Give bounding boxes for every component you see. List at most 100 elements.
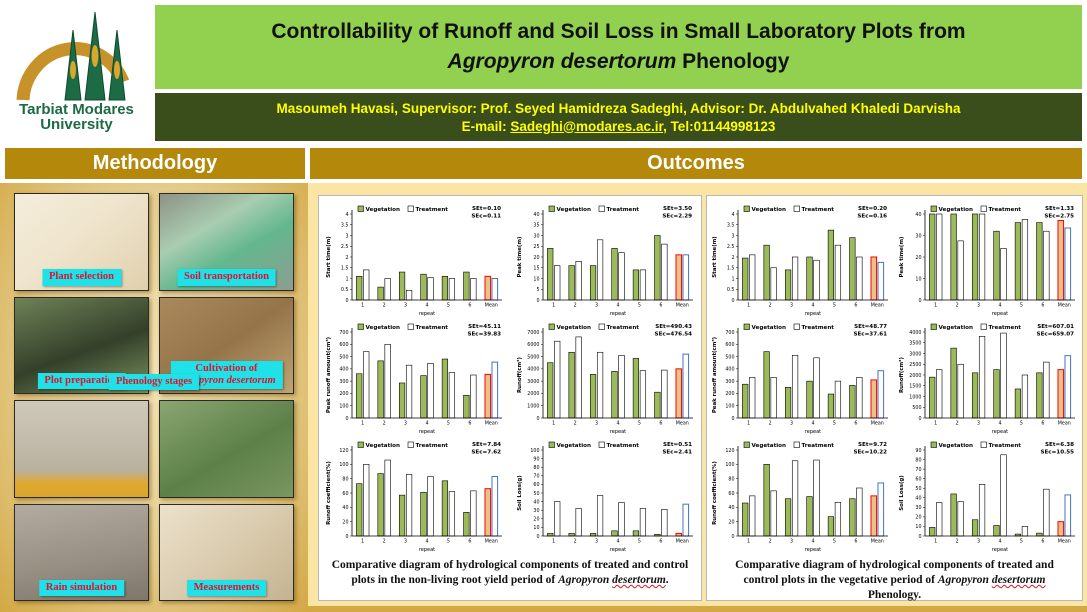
svg-text:Treatment: Treatment bbox=[801, 325, 834, 331]
svg-text:2: 2 bbox=[573, 421, 576, 427]
svg-text:repeat: repeat bbox=[418, 547, 434, 553]
bar-vegetation bbox=[993, 369, 1000, 419]
svg-text:Mean: Mean bbox=[675, 421, 688, 427]
svg-text:3: 3 bbox=[731, 233, 734, 239]
svg-text:0.5: 0.5 bbox=[727, 287, 735, 293]
svg-text:500: 500 bbox=[725, 354, 734, 360]
bar-vegetation bbox=[827, 393, 834, 419]
svg-text:1: 1 bbox=[934, 421, 937, 427]
bar-treatment bbox=[813, 357, 820, 419]
bar-treatment bbox=[362, 269, 369, 301]
svg-text:10: 10 bbox=[916, 276, 922, 282]
chart-peak-runoff-amount-cm: 0 100 200 300 400 500 600 700 1 2 3 4 5 6 Mean repeat Pe… bbox=[324, 319, 506, 435]
svg-text:Vegetation: Vegetation bbox=[751, 443, 785, 449]
svg-text:SEt=0.20: SEt=0.20 bbox=[858, 206, 887, 212]
svg-text:4: 4 bbox=[425, 539, 428, 545]
bar-treatment bbox=[617, 502, 625, 537]
bar-vegetation bbox=[610, 530, 618, 537]
svg-text:70: 70 bbox=[916, 467, 922, 473]
bar-treatment bbox=[813, 459, 820, 537]
svg-text:Vegetation: Vegetation bbox=[365, 207, 399, 213]
bar-treatment bbox=[936, 213, 943, 301]
bar-treatment bbox=[553, 340, 560, 419]
svg-text:5: 5 bbox=[833, 303, 836, 309]
svg-text:40: 40 bbox=[533, 499, 539, 505]
contact-line: E-mail: Sadeghi@modares.ac.ir, Tel:01144… bbox=[461, 118, 776, 134]
svg-text:0: 0 bbox=[536, 534, 539, 540]
svg-text:40: 40 bbox=[342, 505, 348, 511]
bar-treatment bbox=[979, 335, 986, 419]
svg-text:5: 5 bbox=[833, 421, 836, 427]
svg-text:SEt=7.84: SEt=7.84 bbox=[471, 442, 500, 448]
svg-text:2: 2 bbox=[731, 255, 734, 261]
svg-text:Mean: Mean bbox=[870, 303, 883, 309]
bar-vegetation bbox=[632, 358, 639, 419]
svg-text:200: 200 bbox=[339, 391, 348, 397]
bar-treatment bbox=[384, 278, 391, 301]
svg-text:5: 5 bbox=[833, 539, 836, 545]
bar-treatment bbox=[426, 363, 434, 419]
bar-mean-treatment bbox=[490, 278, 498, 301]
poster-title: Controllability of Runoff and Soil Loss … bbox=[271, 19, 966, 73]
bar-mean-vegetation bbox=[1057, 219, 1065, 301]
svg-text:90: 90 bbox=[916, 448, 922, 454]
svg-text:30: 30 bbox=[533, 233, 539, 239]
bar-mean-treatment bbox=[1064, 494, 1072, 537]
svg-text:40: 40 bbox=[728, 505, 734, 511]
svg-text:4: 4 bbox=[425, 303, 428, 309]
caption-left: Comparative diagram of hydrological comp… bbox=[331, 559, 689, 586]
svg-text:Mean: Mean bbox=[675, 303, 688, 309]
svg-text:Vegetation: Vegetation bbox=[751, 325, 785, 331]
bar-treatment bbox=[1000, 248, 1007, 301]
bar-treatment bbox=[791, 256, 798, 301]
bar-treatment bbox=[856, 256, 863, 301]
svg-text:Treatment: Treatment bbox=[415, 325, 448, 331]
bar-vegetation bbox=[784, 386, 791, 419]
svg-text:SEc=0.11: SEc=0.11 bbox=[471, 214, 501, 220]
methodology-panel: Plant selection Soil transportation Plot… bbox=[0, 183, 308, 612]
bar-treatment bbox=[596, 351, 603, 419]
bar-treatment bbox=[426, 476, 434, 537]
svg-text:1.5: 1.5 bbox=[727, 266, 735, 272]
bar-vegetation bbox=[398, 494, 405, 537]
bar-vegetation bbox=[849, 498, 856, 537]
bar-treatment bbox=[1043, 488, 1050, 537]
svg-text:0: 0 bbox=[919, 534, 922, 540]
svg-text:600: 600 bbox=[339, 342, 348, 348]
bar-vegetation bbox=[950, 213, 957, 301]
svg-text:Vegetation: Vegetation bbox=[556, 207, 590, 213]
bar-vegetation bbox=[806, 496, 813, 537]
bar-vegetation bbox=[993, 230, 1000, 301]
bar-treatment bbox=[770, 377, 777, 419]
svg-text:15: 15 bbox=[533, 266, 539, 272]
svg-text:Vegetation: Vegetation bbox=[939, 207, 973, 213]
svg-text:6: 6 bbox=[1042, 421, 1045, 427]
chart-peak-time-m: 0 10 20 30 40 1 2 3 4 5 6 Mean repeat Peak time(m) Veg… bbox=[897, 201, 1079, 317]
svg-text:5: 5 bbox=[1020, 303, 1023, 309]
bar-vegetation bbox=[589, 265, 596, 301]
bar-vegetation bbox=[784, 498, 791, 537]
bar-vegetation bbox=[929, 527, 936, 537]
bar-treatment bbox=[617, 355, 625, 419]
svg-text:2: 2 bbox=[382, 421, 385, 427]
svg-text:1: 1 bbox=[361, 303, 364, 309]
bar-mean-vegetation bbox=[483, 373, 491, 419]
svg-text:4: 4 bbox=[999, 539, 1002, 545]
svg-text:Vegetation: Vegetation bbox=[556, 325, 590, 331]
svg-text:3: 3 bbox=[595, 303, 598, 309]
bar-treatment bbox=[469, 490, 476, 537]
email-link[interactable]: Sadeghi@modares.ac.ir bbox=[510, 118, 664, 134]
svg-text:1: 1 bbox=[361, 539, 364, 545]
svg-text:1000: 1000 bbox=[910, 394, 922, 400]
photo-phenology-early bbox=[14, 400, 149, 498]
bar-treatment bbox=[834, 244, 841, 301]
bar-treatment bbox=[1022, 374, 1029, 419]
bar-mean-vegetation bbox=[674, 254, 682, 301]
svg-text:Treatment: Treatment bbox=[606, 443, 639, 449]
svg-text:repeat: repeat bbox=[992, 311, 1008, 317]
bar-chart-svg: 0 10 20 30 40 50 60 70 80 90 100 1 2 3 4 5 6 Mean repeat So… bbox=[517, 441, 693, 553]
bar-chart-svg: 0 500 1000 1500 2000 2500 3000 3500 4000 1 2 3 4 5 6 Me… bbox=[898, 323, 1076, 435]
bar-vegetation bbox=[806, 380, 813, 419]
svg-text:0: 0 bbox=[345, 416, 348, 422]
bar-vegetation bbox=[849, 237, 856, 301]
